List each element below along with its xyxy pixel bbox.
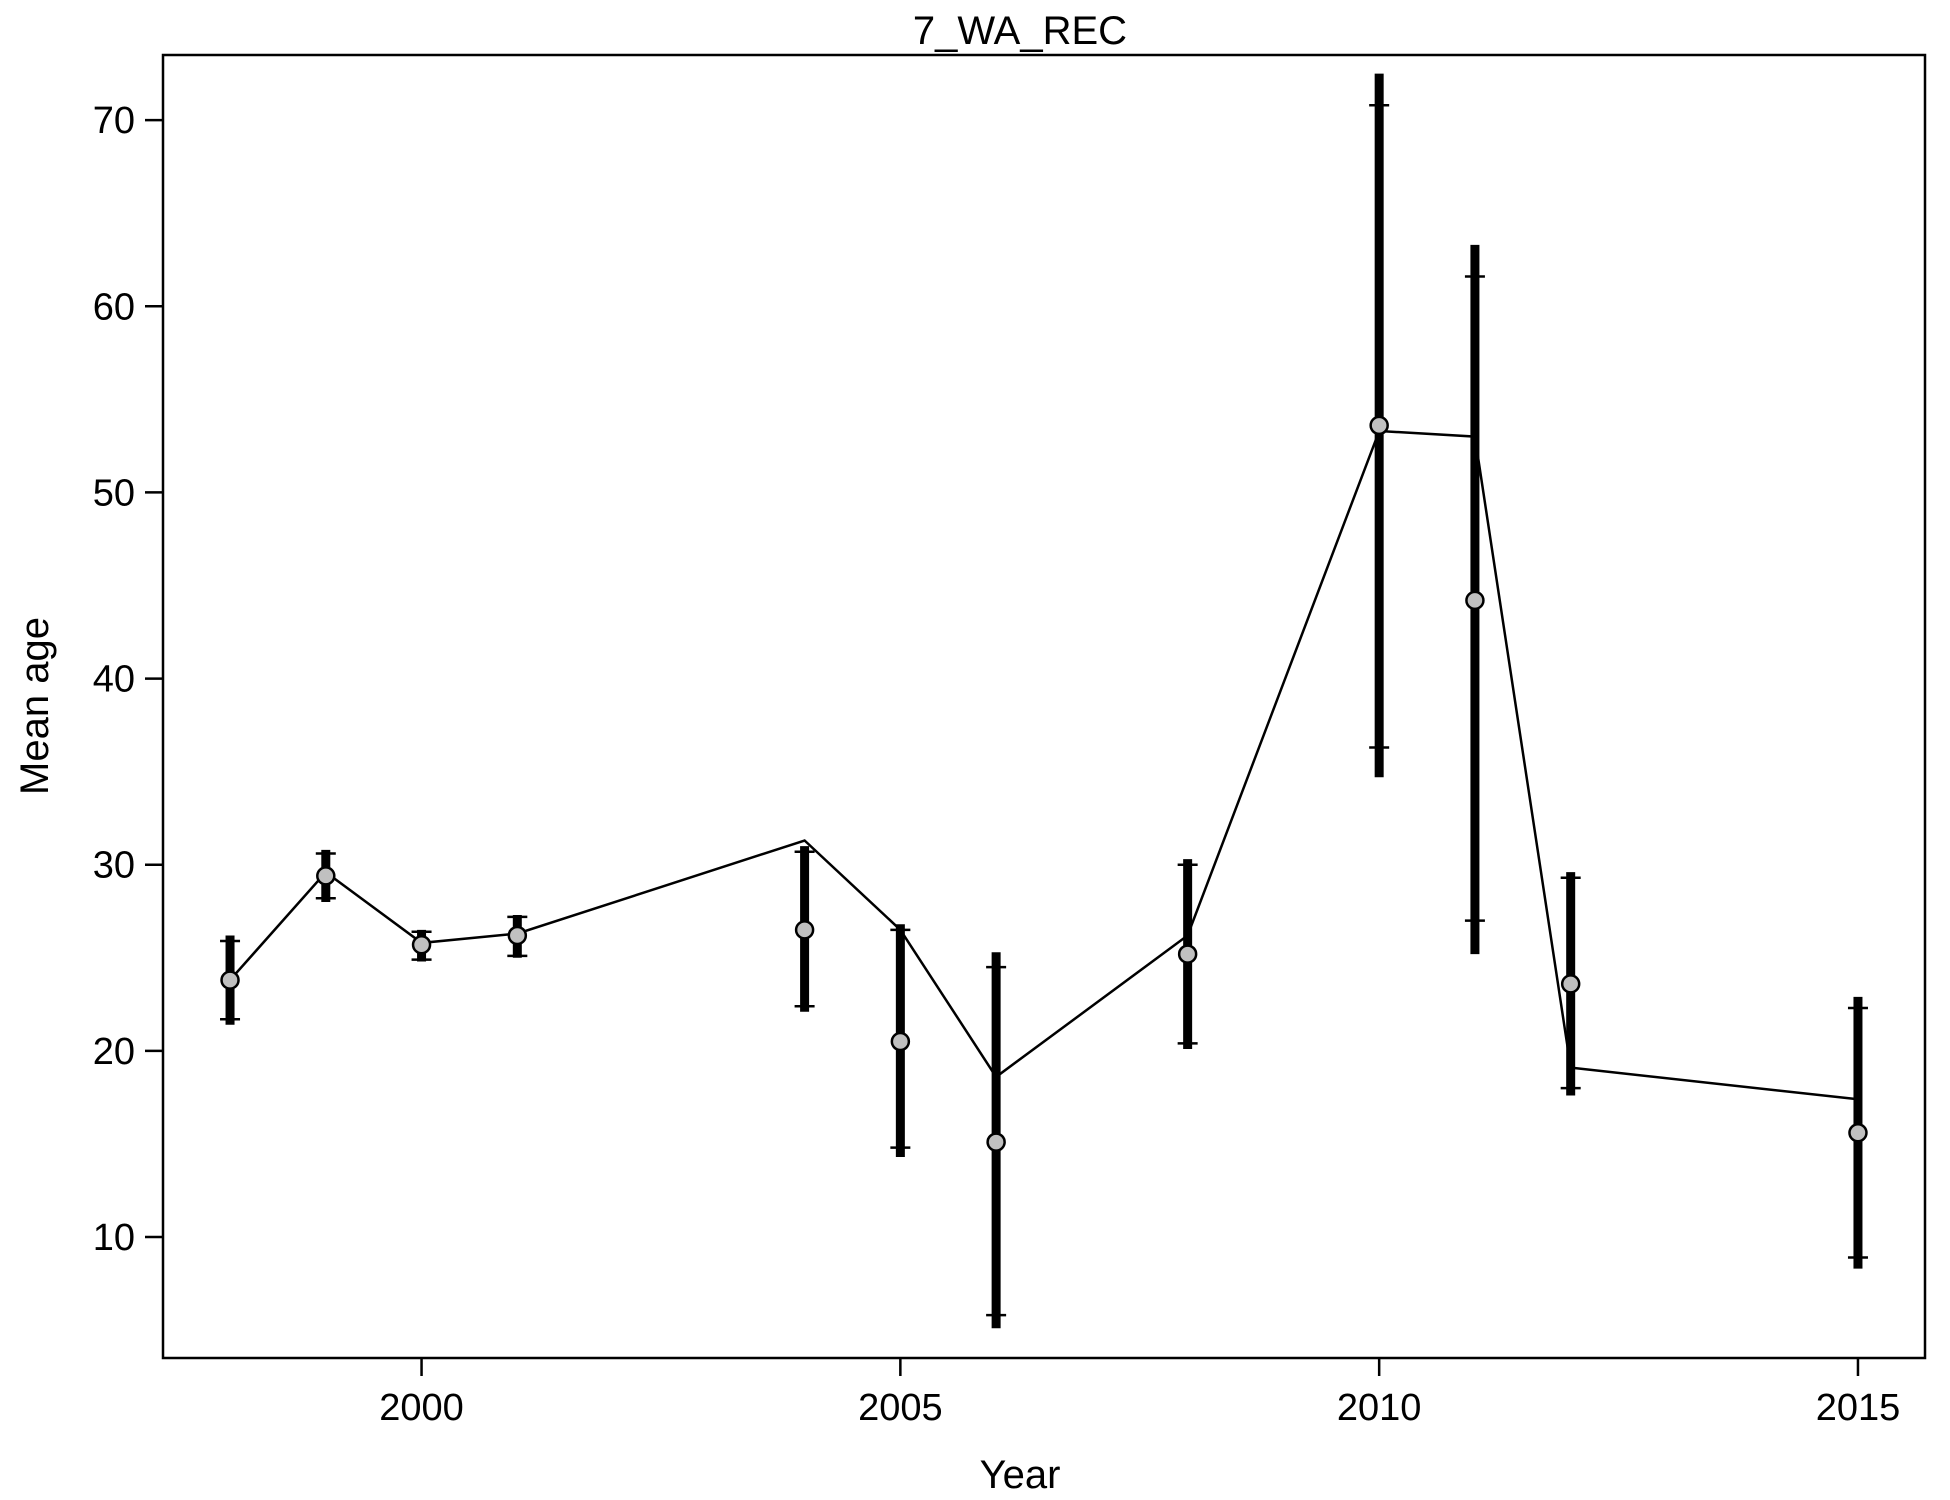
y-axis-title: Mean age	[13, 617, 57, 795]
y-tick-label: 40	[93, 659, 135, 701]
y-tick-label: 20	[93, 1031, 135, 1073]
observed-point	[1369, 415, 1389, 436]
observed-point	[1465, 590, 1485, 611]
expected-line	[229, 429, 1859, 1101]
observed-point	[890, 1031, 911, 1052]
x-tick-label: 2005	[858, 1387, 943, 1429]
y-tick-label: 50	[93, 472, 135, 514]
x-tick-label: 2015	[1816, 1387, 1901, 1429]
y-tick-label: 30	[93, 845, 135, 887]
observed-point	[411, 935, 432, 955]
observed-point	[986, 1132, 1006, 1152]
axes: 2000 2005 2010 2015 10 20 30 40 50 60 70	[93, 100, 1901, 1429]
observed-point	[220, 970, 240, 990]
observed-point	[1177, 944, 1198, 964]
plot-frame	[161, 53, 1927, 1360]
x-tick-label: 2000	[379, 1387, 464, 1429]
chart-title: 7_WA_REC	[913, 9, 1127, 53]
y-tick-label: 60	[93, 286, 135, 328]
observed-point	[507, 925, 528, 946]
observed-point	[1560, 974, 1581, 994]
y-tick-label: 10	[93, 1217, 135, 1259]
observed-point	[1848, 1123, 1868, 1143]
observed-point	[794, 920, 815, 940]
error-bars	[220, 73, 1868, 1329]
observed-point	[316, 866, 336, 886]
observed-points	[220, 415, 1868, 1152]
y-tick-label: 70	[93, 100, 135, 142]
x-axis-title: Year	[980, 1453, 1061, 1497]
x-tick-label: 2010	[1337, 1387, 1422, 1429]
expected-line-group	[229, 429, 1859, 1101]
